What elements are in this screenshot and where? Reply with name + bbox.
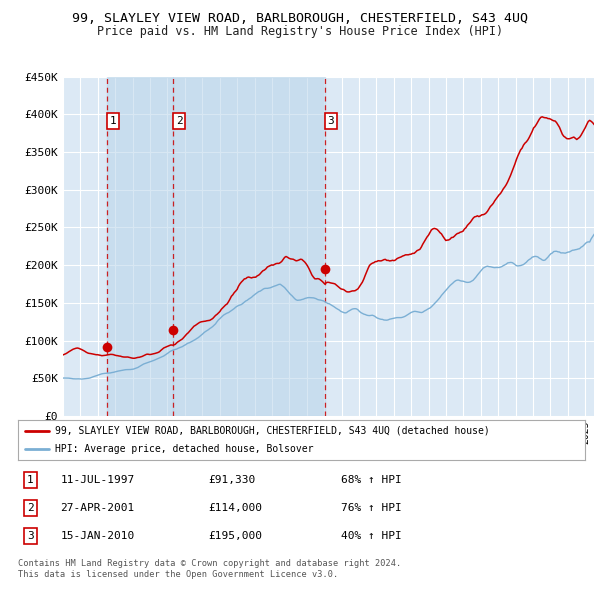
Text: £91,330: £91,330 bbox=[208, 475, 255, 485]
Text: HPI: Average price, detached house, Bolsover: HPI: Average price, detached house, Bols… bbox=[55, 444, 313, 454]
Text: 2: 2 bbox=[27, 503, 34, 513]
Text: 27-APR-2001: 27-APR-2001 bbox=[61, 503, 135, 513]
Text: 76% ↑ HPI: 76% ↑ HPI bbox=[341, 503, 402, 513]
Text: 3: 3 bbox=[328, 116, 334, 126]
Text: Contains HM Land Registry data © Crown copyright and database right 2024.: Contains HM Land Registry data © Crown c… bbox=[18, 559, 401, 568]
Text: £114,000: £114,000 bbox=[208, 503, 262, 513]
Text: Price paid vs. HM Land Registry's House Price Index (HPI): Price paid vs. HM Land Registry's House … bbox=[97, 25, 503, 38]
Text: 2: 2 bbox=[176, 116, 182, 126]
Text: £195,000: £195,000 bbox=[208, 531, 262, 541]
Bar bbox=[107, 77, 173, 416]
Text: 15-JAN-2010: 15-JAN-2010 bbox=[61, 531, 135, 541]
Text: 1: 1 bbox=[27, 475, 34, 485]
Text: 11-JUL-1997: 11-JUL-1997 bbox=[61, 475, 135, 485]
Bar bbox=[173, 77, 325, 416]
Text: 99, SLAYLEY VIEW ROAD, BARLBOROUGH, CHESTERFIELD, S43 4UQ (detached house): 99, SLAYLEY VIEW ROAD, BARLBOROUGH, CHES… bbox=[55, 426, 490, 436]
Text: 40% ↑ HPI: 40% ↑ HPI bbox=[341, 531, 402, 541]
Text: 68% ↑ HPI: 68% ↑ HPI bbox=[341, 475, 402, 485]
Text: This data is licensed under the Open Government Licence v3.0.: This data is licensed under the Open Gov… bbox=[18, 570, 338, 579]
Text: 1: 1 bbox=[110, 116, 116, 126]
Text: 3: 3 bbox=[27, 531, 34, 541]
Text: 99, SLAYLEY VIEW ROAD, BARLBOROUGH, CHESTERFIELD, S43 4UQ: 99, SLAYLEY VIEW ROAD, BARLBOROUGH, CHES… bbox=[72, 12, 528, 25]
